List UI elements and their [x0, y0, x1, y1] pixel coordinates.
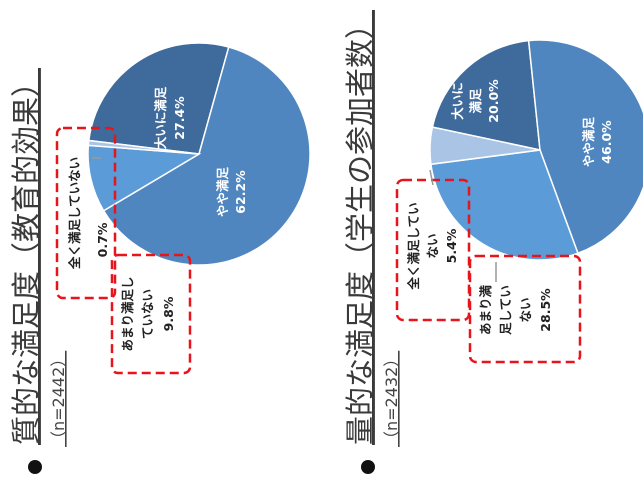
chart-2-slice-very-satisfied: [431, 39, 541, 151]
chart-2-label-not-very-part2: 足してい: [498, 285, 513, 335]
chart-2-value-not-at-all: 5.4%: [444, 228, 459, 263]
chart-1-value-not-at-all: 0.7%: [95, 222, 110, 257]
chart-2-value-not-very: 28.5%: [538, 288, 553, 332]
chart-2-slice-not-very-satisfied: [430, 149, 579, 261]
chart-1-value-somewhat-satisfied: 62.2%: [233, 170, 248, 214]
chart-2-label-very-satisfied-part1: 大いに: [450, 82, 465, 120]
chart-2-label-not-at-all-part2: ない: [425, 233, 440, 258]
chart-1-label-not-very-part2: ていない: [140, 289, 155, 339]
chart-2-label-somewhat-satisfied: やや満足: [581, 117, 596, 168]
chart-2-label-not-very-part3: ない: [518, 297, 533, 322]
chart-2-callout-box-not-very: [468, 254, 582, 364]
chart-2-title: 量的な満足度（学生の参加者数）: [343, 10, 377, 445]
chart-2-pie: [429, 39, 643, 261]
chart-1-callout-box-not-at-all: [55, 126, 117, 300]
chart-1-slice-very-satisfied: [87, 42, 230, 155]
chart-1-pie: [87, 42, 311, 266]
chart-1-label-not-at-all: 全く満足していない: [67, 157, 82, 270]
chart-2-value-somewhat-satisfied: 46.0%: [599, 120, 614, 164]
chart-2-label-not-very-part1: あまり満: [478, 285, 493, 336]
chart-1-label-not-very-part1: あまり満足し: [120, 276, 135, 351]
chart-2-label-not-at-all-part1: 全く満足してい: [406, 202, 421, 290]
bullet-icon: [28, 460, 42, 474]
chart-1-sample-size: （n=2442）: [49, 351, 68, 447]
chart-2-callout-box-not-at-all: [395, 178, 471, 322]
chart-1-value-very-satisfied: 27.4%: [172, 96, 187, 140]
chart-1-slice-not-satisfied-at-all: [87, 139, 200, 155]
chart-1-callout-box-not-very: [110, 253, 192, 375]
chart-1-slice-somewhat-satisfied: [102, 46, 311, 266]
bullet-icon: [361, 460, 375, 474]
chart-1-label-somewhat-satisfied: やや満足: [215, 167, 230, 218]
chart-2-slice-somewhat-satisfied: [527, 39, 643, 255]
chart-2-value-very-satisfied: 20.0%: [486, 79, 501, 123]
chart-2-leader-line: [429, 169, 434, 186]
chart-2-sample-size: （n=2432）: [382, 351, 401, 447]
chart-1-title: 質的な満足度（教育的効果）: [9, 68, 43, 445]
chart-2-label-very-satisfied-part2: 満足: [468, 88, 483, 114]
chart-2: 量的な満足度（学生の参加者数） （n=2432） 大いに 満足 20.0% やや…: [343, 10, 643, 474]
chart-2-slice-not-satisfied-at-all: [429, 126, 541, 166]
chart-1-value-not-very: 9.8%: [161, 296, 176, 331]
chart-1-label-very-satisfied: 大いに満足: [153, 86, 168, 149]
chart-1: 質的な満足度（教育的効果） （n=2442） 大いに満足 27.4% やや満足 …: [9, 42, 311, 474]
